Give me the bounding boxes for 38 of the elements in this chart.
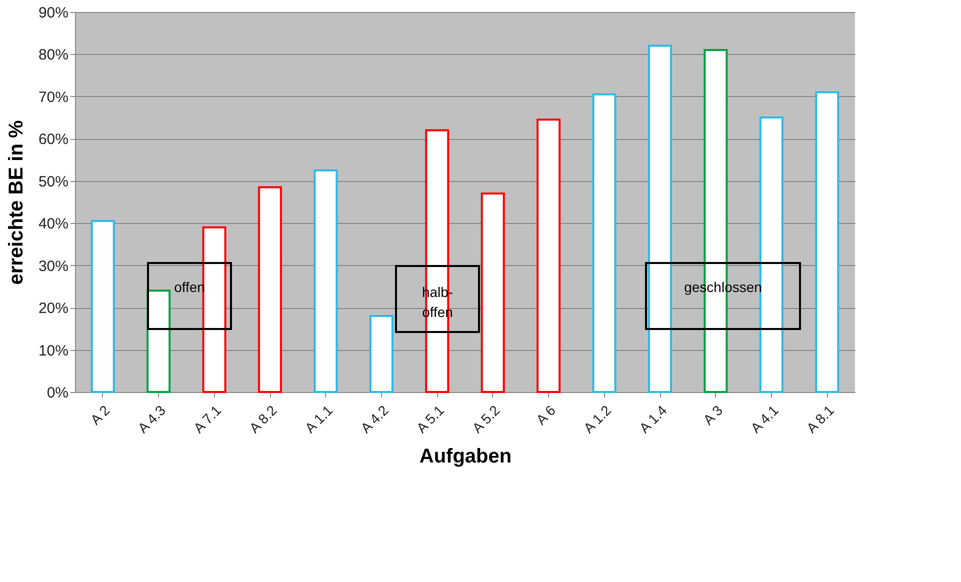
- x-tick-label: A 7.1: [190, 402, 224, 436]
- bar: [202, 226, 226, 393]
- y-tick-label: 70%: [38, 88, 68, 106]
- y-axis-title: erreichte BE in %: [5, 120, 28, 285]
- y-tick-label: 20%: [38, 300, 68, 318]
- x-tick-label: A 5.1: [413, 402, 448, 436]
- bar: [815, 91, 840, 393]
- x-tick-label: A 4.3: [134, 402, 169, 436]
- bar: [369, 315, 394, 393]
- x-tick-label: A 3: [700, 402, 726, 428]
- bar: [90, 220, 115, 393]
- x-tick-label: A 2: [87, 402, 113, 428]
- bar: [146, 290, 171, 393]
- y-tick-label: 40%: [38, 216, 68, 233]
- x-tick-label: A 5.2: [468, 402, 503, 436]
- x-tick-label: A 1.1: [302, 402, 336, 436]
- y-tick-label: 60%: [38, 131, 68, 148]
- x-tick-label: A 4.2: [357, 402, 392, 436]
- bar: [759, 116, 784, 393]
- y-tick-label: 50%: [38, 173, 68, 190]
- x-tick-label: A 6: [532, 402, 559, 428]
- bar: [258, 186, 282, 393]
- x-axis-title: Aufgaben: [419, 446, 512, 468]
- x-tick-label: A 8.1: [803, 402, 838, 436]
- x-tick-label: A 1.4: [636, 402, 670, 436]
- bar: [536, 118, 561, 393]
- x-tick-label: A 1.2: [580, 402, 614, 436]
- y-tick-label: 0%: [46, 384, 68, 402]
- y-tick-label: 30%: [38, 258, 68, 275]
- bar: [592, 93, 616, 393]
- y-tick-label: 80%: [38, 46, 68, 64]
- x-tick-label: A 8.2: [246, 402, 280, 436]
- y-tick-label: 90%: [38, 4, 68, 22]
- x-tick-label: A 4.1: [747, 402, 782, 436]
- bar: [314, 169, 338, 393]
- bar: [648, 44, 672, 393]
- bar: [480, 192, 505, 393]
- y-tick-label: 10%: [38, 342, 68, 360]
